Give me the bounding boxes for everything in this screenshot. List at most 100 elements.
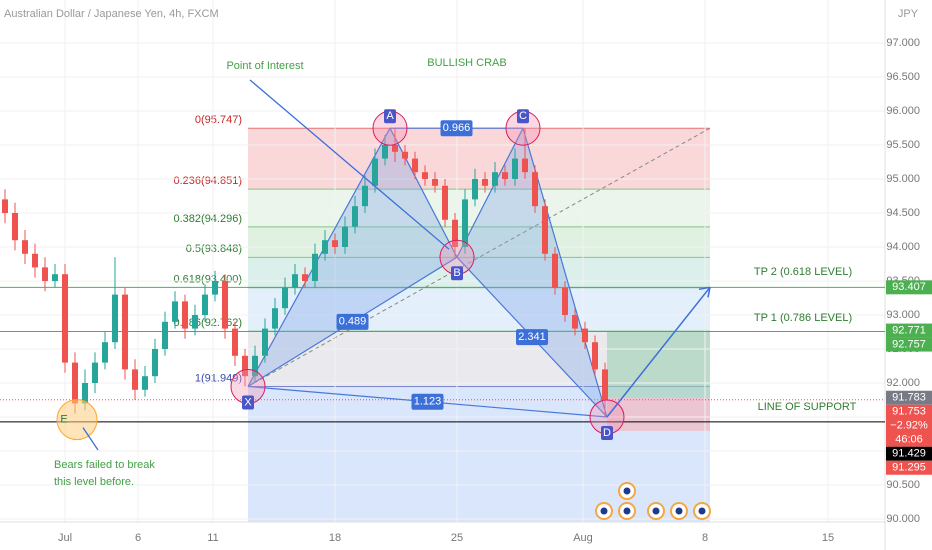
swing-point: [56, 399, 98, 441]
candle-body: [392, 144, 398, 152]
y-axis-unit: JPY: [898, 8, 919, 20]
candle-body: [602, 369, 608, 400]
price-label-bg: [886, 460, 932, 475]
candle-body: [422, 172, 428, 179]
pattern-tag: [601, 426, 613, 441]
fib-label: 0.382(94.296): [174, 213, 243, 225]
price-label-bg: [886, 337, 932, 352]
candle-body: [462, 199, 468, 247]
fib-band: [248, 257, 710, 288]
candle-body: [122, 294, 128, 370]
y-tick-label: 97.000: [886, 37, 920, 49]
y-tick-label: 93.000: [886, 309, 920, 321]
candle-body: [502, 172, 508, 179]
price-label: 93.407: [892, 281, 926, 293]
candle-body: [92, 362, 98, 383]
pattern-leg: [247, 127, 391, 387]
annotation: Bears failed to break: [54, 459, 155, 471]
pattern-point-label: B: [453, 267, 460, 279]
candle-body: [442, 185, 448, 220]
fib-label: 0.5(93.848): [186, 243, 242, 255]
fib-band: [248, 189, 710, 227]
pattern-tag: [451, 266, 463, 281]
candle-body: [102, 342, 108, 363]
candle-body: [232, 328, 238, 356]
x-tick-label: 6: [135, 532, 141, 544]
pattern-point-label: D: [603, 427, 611, 439]
price-label: 91.783: [892, 392, 926, 404]
event-icon-dot: [652, 507, 660, 515]
event-icon-dot: [623, 507, 631, 515]
candle-body: [522, 158, 528, 173]
headline: BULLISH CRAB: [427, 57, 506, 69]
candle-body: [22, 240, 28, 254]
y-tick-label: 95.500: [886, 139, 920, 151]
fib-label: 0.618(93.400): [174, 274, 243, 286]
fib-label: 0(95.747): [195, 114, 242, 126]
event-icon-dot: [675, 507, 683, 515]
x-tick-label: Aug: [573, 532, 593, 544]
annotation: this level before.: [54, 476, 134, 488]
candle-body: [292, 274, 298, 288]
x-tick-label: 8: [702, 532, 708, 544]
price-label-bg: [886, 390, 932, 405]
price-label-bg: [886, 404, 932, 447]
candle-body: [152, 348, 158, 377]
candle-body: [472, 178, 478, 200]
candle-body: [352, 206, 358, 227]
x-tick-label: 15: [822, 532, 834, 544]
annotation: TP 1 (0.786 LEVEL): [754, 312, 852, 324]
price-label: 92.771: [892, 324, 926, 336]
annotation-arrow: [249, 79, 450, 250]
candle-body: [402, 151, 408, 159]
candle-body: [512, 158, 518, 179]
price-label: 91.753: [892, 406, 926, 418]
x-tick-label: 18: [329, 532, 341, 544]
candles: [2, 128, 608, 418]
price-label: 91.295: [892, 462, 926, 474]
pattern-point-label: C: [519, 110, 527, 122]
price-label-bg: [886, 323, 932, 338]
price-label: 92.757: [892, 338, 926, 350]
annotation: LINE OF SUPPORT: [758, 401, 857, 413]
candle-body: [112, 294, 118, 343]
fib-band: [248, 287, 710, 332]
ratio-tag: [411, 393, 444, 410]
price-label-extra: 46:06: [895, 434, 923, 446]
ratio-tag: [516, 329, 548, 346]
pattern-tag: [517, 109, 529, 124]
candle-body: [182, 301, 188, 329]
position-profit: [607, 330, 710, 398]
pattern-area: [457, 128, 607, 418]
candle-body: [592, 342, 598, 370]
chart-title: Australian Dollar / Japanese Yen, 4h, FX…: [4, 8, 219, 20]
event-icon-dot: [698, 507, 706, 515]
price-label-bg: [886, 446, 932, 461]
arrow-head: [698, 286, 711, 298]
ratio-tag: [336, 313, 369, 330]
candle-body: [342, 226, 348, 247]
y-tick-label: 94.500: [886, 207, 920, 219]
candle-body: [192, 314, 198, 329]
candle-body: [572, 314, 578, 329]
ratio-label: 1.123: [414, 396, 442, 408]
event-icon-dot: [623, 487, 631, 495]
candle-body: [62, 274, 68, 363]
candle-body: [252, 355, 258, 377]
candle-body: [242, 355, 248, 377]
fib-trend: [247, 127, 711, 387]
annotation: TP 2 (0.618 LEVEL): [754, 266, 852, 278]
candle-body: [2, 199, 8, 213]
candle-body: [312, 253, 318, 281]
candle-body: [382, 144, 388, 159]
candle-body: [552, 253, 558, 288]
projection-arrow: [606, 286, 711, 418]
pattern-area: [248, 128, 457, 387]
candle-body: [492, 172, 498, 186]
fib-label: 1(91.949): [195, 372, 242, 384]
candle-body: [542, 206, 548, 254]
candle-body: [362, 185, 368, 207]
candle-body: [12, 212, 18, 241]
y-tick-label: 90.000: [886, 513, 920, 525]
